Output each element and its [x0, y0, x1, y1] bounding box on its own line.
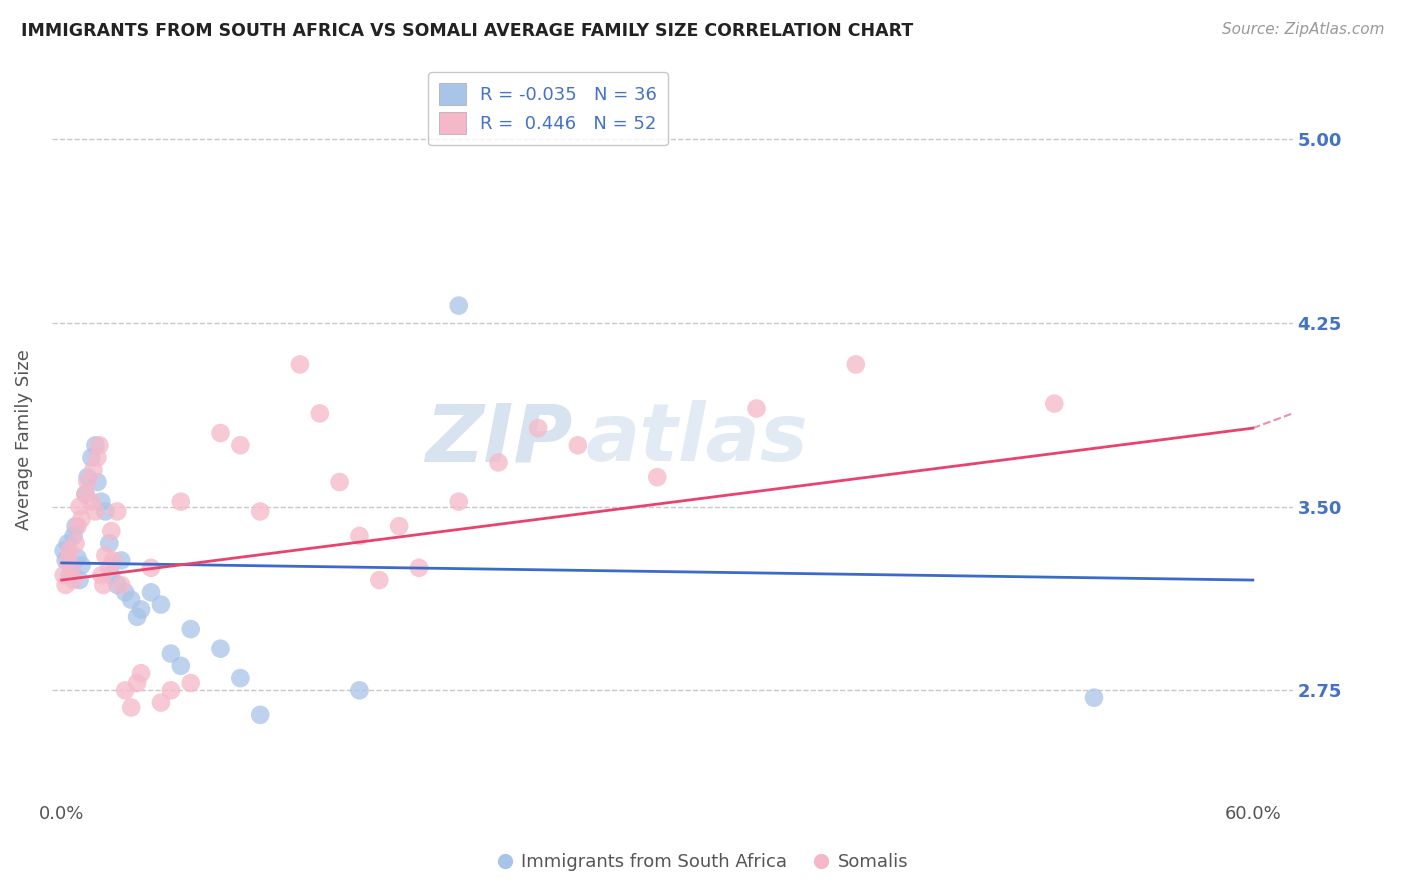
Point [567, 438, 589, 452]
Point [249, 707, 271, 722]
Point [82, 463, 104, 477]
Point [90, 494, 112, 508]
Point [98, 561, 121, 575]
Point [76, 475, 98, 489]
Point [120, 592, 142, 607]
Y-axis label: Average Family Size: Average Family Size [15, 349, 32, 530]
Point [527, 421, 550, 435]
Point [845, 358, 868, 372]
Point [160, 683, 183, 698]
Point [127, 610, 149, 624]
Point [349, 683, 371, 698]
Point [120, 700, 142, 714]
Point [70, 558, 93, 573]
Point [349, 529, 371, 543]
Point [56, 553, 79, 567]
Point [170, 658, 193, 673]
Point [209, 641, 232, 656]
Point [229, 671, 252, 685]
Point [388, 519, 411, 533]
Legend: R = -0.035   N = 36, R =  0.446   N = 52: R = -0.035 N = 36, R = 0.446 N = 52 [427, 72, 668, 145]
Point [62, 529, 84, 543]
Point [84, 504, 107, 518]
Point [60, 561, 83, 575]
Point [288, 358, 311, 372]
Point [76, 470, 98, 484]
Point [209, 425, 232, 440]
Point [90, 568, 112, 582]
Point [129, 666, 152, 681]
Point [69, 573, 91, 587]
Point [329, 475, 352, 489]
Point [149, 598, 172, 612]
Point [180, 676, 202, 690]
Point [160, 647, 183, 661]
Point [100, 568, 122, 582]
Point [69, 500, 91, 514]
Text: Source: ZipAtlas.com: Source: ZipAtlas.com [1222, 22, 1385, 37]
Point [745, 401, 768, 416]
Text: ZIP: ZIP [426, 401, 572, 478]
Point [105, 504, 128, 518]
Point [114, 683, 136, 698]
Point [94, 549, 117, 563]
Point [65, 536, 87, 550]
Point [80, 450, 103, 465]
Point [103, 553, 125, 567]
Legend: Immigrants from South Africa, Somalis: Immigrants from South Africa, Somalis [491, 847, 915, 879]
Point [129, 602, 152, 616]
Point [60, 561, 83, 575]
Point [89, 438, 111, 452]
Point [645, 470, 668, 484]
Point [59, 568, 82, 582]
Point [447, 494, 470, 508]
Point [139, 561, 162, 575]
Point [447, 299, 470, 313]
Point [408, 561, 430, 575]
Point [70, 512, 93, 526]
Point [229, 438, 252, 452]
Text: atlas: atlas [585, 401, 808, 478]
Point [180, 622, 202, 636]
Point [139, 585, 162, 599]
Point [55, 553, 77, 567]
Point [62, 573, 84, 587]
Point [84, 438, 107, 452]
Point [1043, 396, 1066, 410]
Point [308, 406, 330, 420]
Point [170, 494, 193, 508]
Point [80, 494, 103, 508]
Point [75, 487, 97, 501]
Point [114, 585, 136, 599]
Point [86, 475, 108, 489]
Point [75, 487, 97, 501]
Point [93, 578, 115, 592]
Point [52, 543, 75, 558]
Point [66, 551, 89, 566]
Point [105, 578, 128, 592]
Point [368, 573, 391, 587]
Point [249, 504, 271, 518]
Text: IMMIGRANTS FROM SOUTH AFRICA VS SOMALI AVERAGE FAMILY SIZE CORRELATION CHART: IMMIGRANTS FROM SOUTH AFRICA VS SOMALI A… [21, 22, 914, 40]
Point [86, 450, 108, 465]
Point [1083, 690, 1105, 705]
Point [488, 455, 510, 469]
Point [52, 568, 75, 582]
Point [59, 543, 82, 558]
Point [110, 553, 132, 567]
Point [110, 578, 132, 592]
Point [149, 696, 172, 710]
Point [127, 676, 149, 690]
Point [56, 536, 79, 550]
Point [66, 519, 89, 533]
Point [55, 578, 77, 592]
Point [65, 519, 87, 533]
Point [100, 524, 122, 538]
Point [98, 536, 121, 550]
Point [94, 504, 117, 518]
